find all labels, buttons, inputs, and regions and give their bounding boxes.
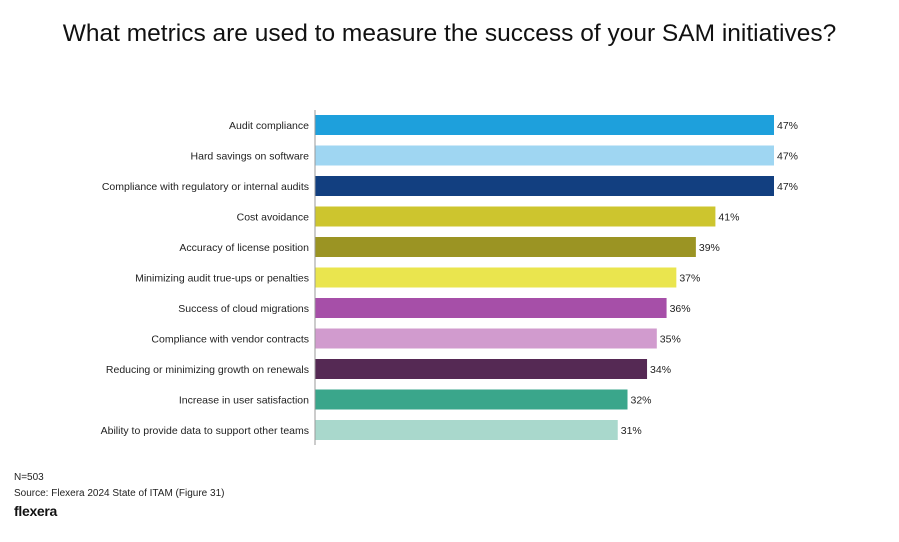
bar <box>315 328 657 349</box>
category-label: Hard savings on software <box>191 151 310 163</box>
category-label: Compliance with regulatory or internal a… <box>102 181 309 193</box>
chart-title: What metrics are used to measure the suc… <box>62 20 837 47</box>
value-label: 37% <box>679 273 700 285</box>
sample-size-note: N=503 <box>14 472 44 483</box>
bar <box>315 115 774 135</box>
category-label: Reducing or minimizing growth on renewal… <box>106 364 309 376</box>
category-label: Ability to provide data to support other… <box>101 425 309 437</box>
category-label: Cost avoidance <box>237 212 310 224</box>
value-label: 47% <box>777 151 798 163</box>
bars-group: Audit compliance 47% Hard savings on softw… <box>101 115 798 440</box>
category-label: Minimizing audit true-ups or penalties <box>135 273 309 285</box>
category-label: Compliance with vendor contracts <box>151 334 309 346</box>
category-label: Success of cloud migrations <box>178 303 309 315</box>
bar <box>315 206 716 227</box>
value-label: 31% <box>621 425 642 437</box>
bar <box>315 237 696 257</box>
value-label: 32% <box>631 395 652 407</box>
bar <box>315 267 677 288</box>
bar <box>315 176 774 196</box>
value-label: 34% <box>650 364 671 376</box>
value-label: 47% <box>777 181 798 193</box>
value-label: 39% <box>699 242 720 254</box>
bar <box>315 298 667 318</box>
bar <box>315 145 774 166</box>
category-label: Audit compliance <box>229 120 309 132</box>
bar <box>315 359 648 379</box>
category-label: Accuracy of license position <box>179 242 309 254</box>
category-label: Increase in user satisfaction <box>179 395 309 407</box>
value-label: 35% <box>660 334 681 346</box>
bar <box>315 389 628 410</box>
flexera-logo: flexera <box>14 503 58 519</box>
bar <box>315 420 618 440</box>
value-label: 36% <box>670 303 691 315</box>
value-label: 41% <box>718 212 739 224</box>
value-label: 47% <box>777 120 798 132</box>
source-note: Source: Flexera 2024 State of ITAM (Figu… <box>14 488 225 499</box>
